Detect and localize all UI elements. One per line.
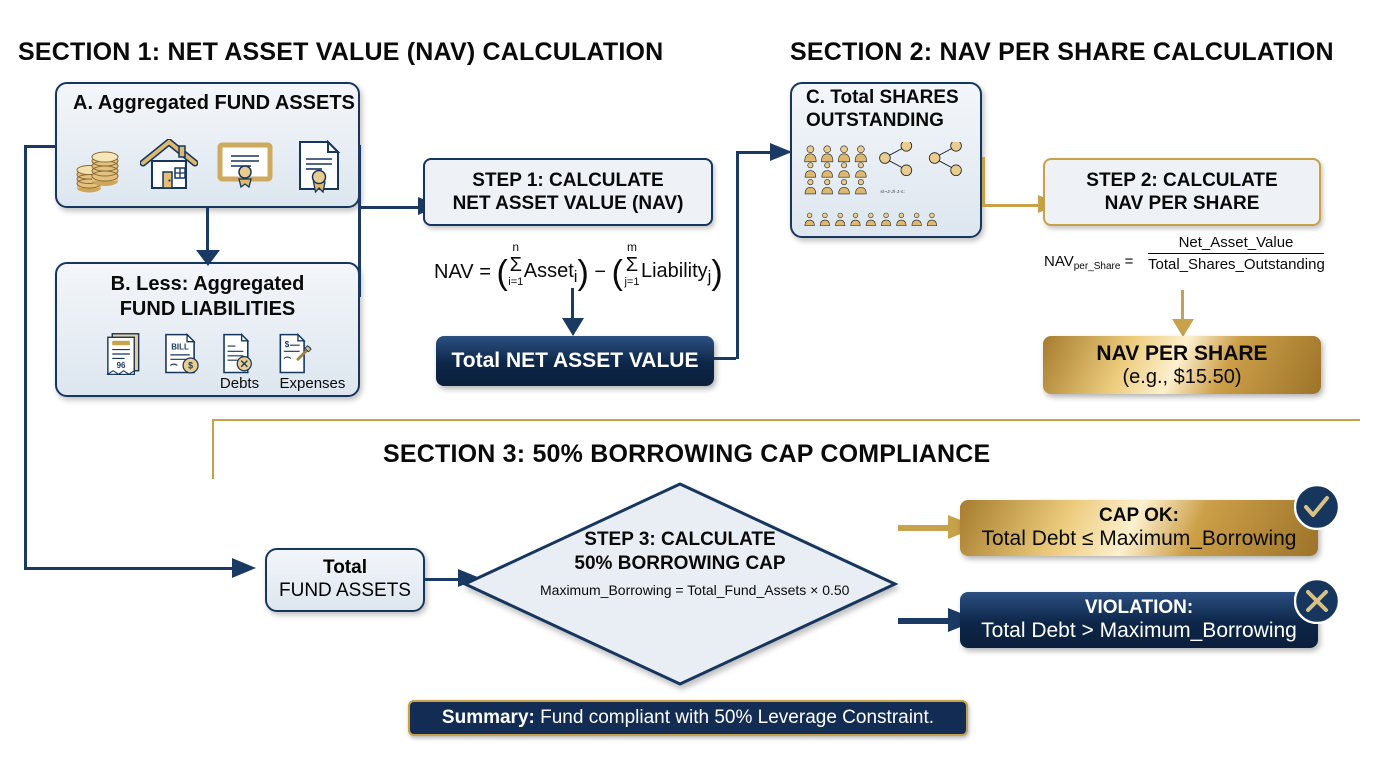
svg-text:$: $	[188, 361, 193, 371]
svg-text:s\~J·J\·J·c:: s\~J·J\·J·c:	[880, 189, 904, 195]
svg-text:96: 96	[116, 361, 125, 370]
svg-text:$: $	[284, 340, 289, 349]
svg-text:BILL: BILL	[171, 343, 189, 352]
